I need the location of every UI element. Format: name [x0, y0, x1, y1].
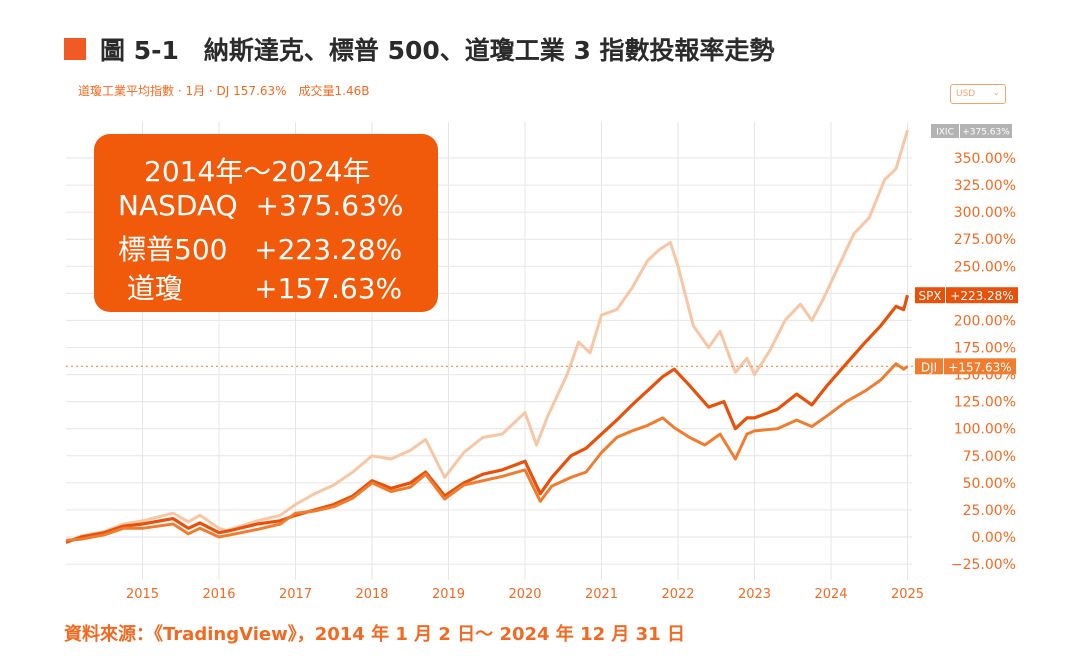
series-badge-name: IXIC	[936, 128, 954, 138]
callout-sp500: 標普500 +223.28%	[118, 233, 403, 266]
series-line-spx	[65, 294, 910, 544]
returns-callout-box: 2014年～2024年 NASDAQ +375.63% 標普500 +223.2…	[94, 134, 438, 312]
series-badge-value: +157.63%	[948, 360, 1011, 374]
x-tick-label: 2020	[508, 587, 541, 602]
x-tick-label: 2021	[585, 587, 618, 602]
y-tick-label: 275.00%	[954, 232, 1016, 248]
callout-dow: 道瓊 +157.63%	[118, 272, 403, 305]
x-tick-label: 2019	[432, 587, 465, 602]
series-badge-name-bg	[931, 124, 959, 138]
series-badge-value: +223.28%	[950, 289, 1013, 303]
series-badge-name: SPX	[918, 289, 941, 303]
y-tick-label: 175.00%	[954, 341, 1016, 357]
series-line-dji	[65, 362, 909, 542]
y-tick-label: 125.00%	[954, 395, 1016, 411]
series-badge-name: DJI	[921, 360, 937, 374]
x-tick-label: 2025	[891, 587, 924, 602]
title-square-marker	[64, 38, 86, 60]
y-tick-label: 300.00%	[954, 205, 1016, 221]
y-axis-labels: 350.00%325.00%300.00%275.00%250.00%225.0…	[951, 151, 1016, 573]
symbol-info-line: 道瓊工業平均指數 · 1月 · DJ 157.63% 成交量1.46B	[78, 84, 370, 98]
y-tick-label: 0.00%	[972, 530, 1016, 546]
currency-select[interactable]: USD ⌄	[950, 84, 1006, 104]
series-badge-name-bg	[915, 358, 943, 375]
y-tick-label: 250.00%	[954, 259, 1016, 275]
y-tick-label: 75.00%	[963, 449, 1016, 465]
series-badge-value-bg	[960, 124, 1012, 138]
series-end-badges: IXIC +375.63% SPX +223.28% DJI +157.63%	[915, 124, 1018, 375]
x-axis-labels: 2015 2016 2017 2018 2019 2020 2021 2022 2023 2024…	[126, 587, 924, 602]
y-tick-label: 100.00%	[954, 422, 1016, 438]
source-note: 資料來源：《TradingView》，2014 年 1 月 2 日～ 2024 …	[64, 624, 685, 645]
callout-nasdaq: NASDAQ +375.63%	[118, 189, 404, 222]
x-tick-label: 2023	[738, 587, 771, 602]
x-tick-label: 2018	[355, 587, 388, 602]
y-tick-label: −25.00%	[951, 557, 1016, 573]
y-tick-label: 325.00%	[954, 178, 1016, 194]
figure-title: 圖 5-1 納斯達克、標普 500、道瓊工業 3 指數投報率走勢	[100, 36, 775, 65]
y-tick-label: 25.00%	[963, 503, 1016, 519]
x-tick-label: 2015	[126, 587, 159, 602]
x-tick-label: 2022	[661, 587, 694, 602]
chart-series	[65, 129, 915, 544]
series-badge-name-bg	[915, 287, 945, 304]
y-tick-label: 50.00%	[963, 476, 1016, 492]
x-tick-label: 2024	[814, 587, 847, 602]
x-tick-label: 2016	[202, 587, 235, 602]
chevron-down-icon: ⌄	[992, 88, 1000, 98]
currency-value: USD	[956, 89, 976, 99]
series-badge-value-bg	[944, 358, 1016, 375]
callout-period: 2014年～2024年	[144, 155, 371, 188]
x-tick-label: 2017	[279, 587, 312, 602]
series-badge-value-bg	[946, 287, 1018, 304]
y-tick-label: 350.00%	[954, 151, 1016, 167]
y-tick-label: 200.00%	[954, 313, 1016, 329]
series-badge-value: +375.63%	[962, 128, 1010, 138]
